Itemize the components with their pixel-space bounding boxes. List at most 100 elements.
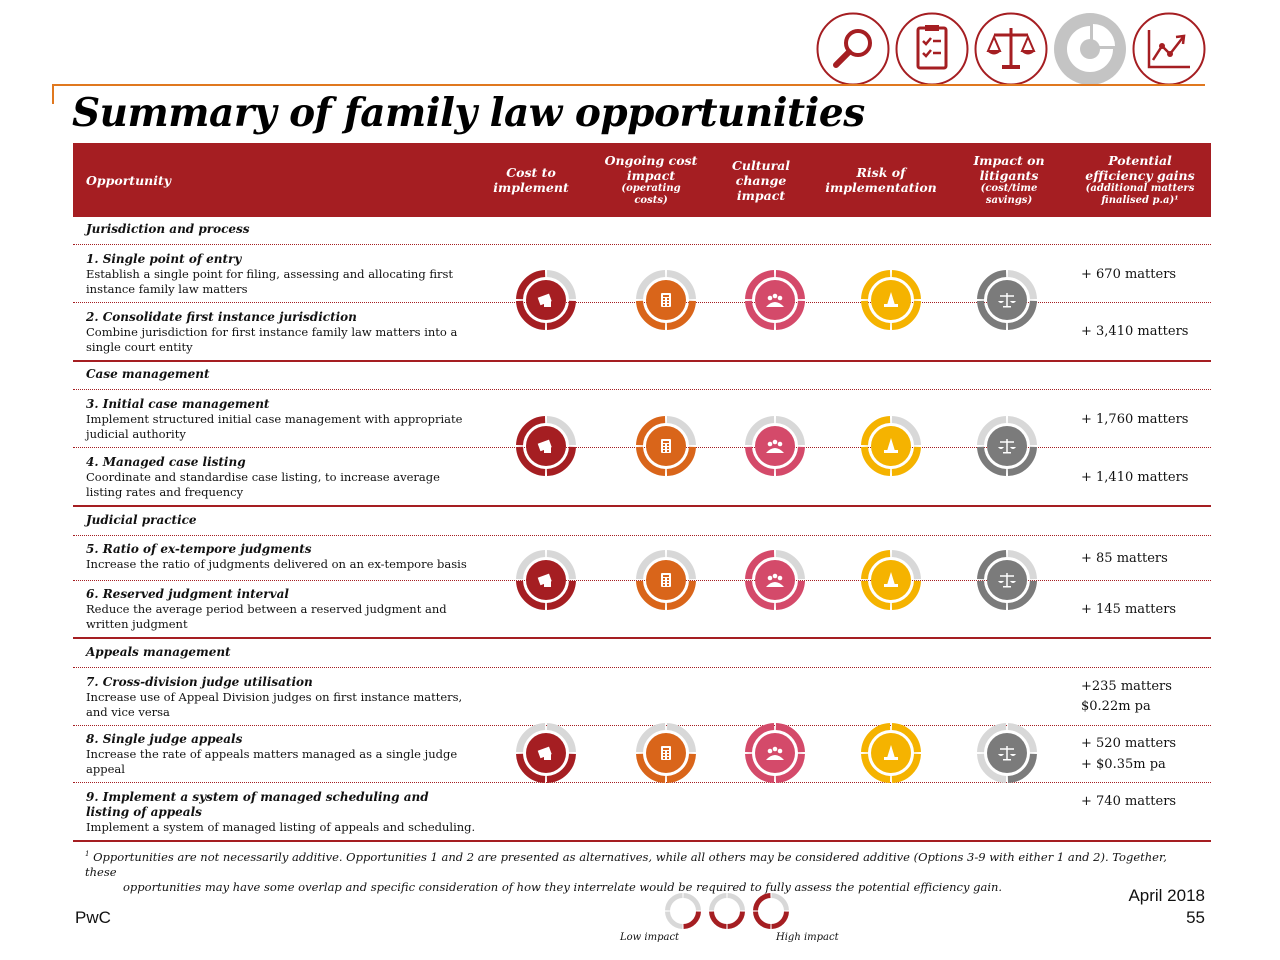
ring-segment-empty — [546, 723, 576, 753]
ring-segment-empty — [775, 416, 805, 446]
ring-segment-empty — [727, 893, 745, 911]
efficiency-gain: + 1,760 matters — [1081, 412, 1189, 427]
opportunity-title: 9. Implement a system of managed schedul… — [86, 790, 429, 819]
opportunity-title: 8. Single judge appeals — [86, 732, 243, 746]
row-divider — [73, 782, 1211, 783]
efficiency-gain: + 85 matters — [1081, 551, 1168, 566]
ring-segment-filled — [1007, 446, 1037, 476]
ring-segment-filled — [636, 753, 666, 783]
legend-ring-medium — [708, 892, 746, 930]
ring-segment-empty — [666, 550, 696, 580]
line-chart-icon[interactable] — [1132, 12, 1206, 86]
row-divider — [73, 389, 1211, 390]
ring-segment-empty — [683, 893, 701, 911]
ring-segment-filled — [861, 580, 891, 610]
section-nav-icons — [816, 12, 1208, 86]
ring-segment-empty — [1007, 416, 1037, 446]
rating-ring-cost — [515, 269, 577, 331]
rating-ring-litigants — [976, 269, 1038, 331]
header-risk: Risk of implementation — [825, 165, 937, 195]
ring-segment-filled — [636, 580, 666, 610]
efficiency-gain: + 740 matters — [1081, 794, 1177, 809]
efficiency-gain: + 520 matters — [1081, 736, 1177, 751]
efficiency-gain-cost: $0.22m pa — [1081, 699, 1151, 714]
ring-segment-filled — [891, 446, 921, 476]
opportunity-desc: Establish a single point for filing, ass… — [86, 267, 454, 296]
opportunity-desc: Implement a system of managed listing of… — [86, 820, 476, 834]
ring-segment-filled — [727, 911, 745, 929]
ring-segment-filled — [861, 270, 891, 300]
ongoing-glyph — [661, 573, 671, 587]
opportunities-table: Opportunity Cost to implement Ongoing cos… — [73, 143, 1211, 842]
ring-segment-empty — [977, 753, 1007, 783]
efficiency-gain: +235 matters — [1081, 679, 1172, 694]
cost-glyph — [537, 746, 552, 760]
ring-segment-empty — [1007, 550, 1037, 580]
opportunity-title: 7. Cross-division judge utilisation — [86, 675, 313, 689]
ring-segment-filled — [546, 300, 576, 330]
row-divider — [73, 580, 1211, 581]
header-rule-tick — [52, 84, 54, 104]
rating-ring-cost — [515, 415, 577, 477]
opportunity-title: 3. Initial case management — [86, 397, 270, 411]
ring-segment-filled — [861, 723, 891, 753]
ring-segment-filled — [709, 911, 727, 929]
ring-segment-empty — [636, 270, 666, 300]
ring-segment-empty — [666, 723, 696, 753]
ring-segment-filled — [546, 753, 576, 783]
ring-segment-filled — [636, 416, 666, 446]
header-opportunity: Opportunity — [86, 172, 172, 188]
section-label: Appeals management — [86, 645, 231, 659]
ring-segment-filled — [745, 580, 775, 610]
ring-segment-filled — [891, 300, 921, 330]
section-divider — [73, 360, 1211, 362]
rating-ring-cultural — [744, 722, 806, 784]
footnote-line-2: opportunities may have some overlap and … — [123, 879, 1003, 894]
ring-segment-empty — [665, 893, 683, 911]
cultural-glyph — [766, 439, 784, 453]
page-number: 55 — [1186, 908, 1205, 927]
ring-segment-filled — [683, 911, 701, 929]
header-rule — [52, 84, 1205, 86]
ring-segment-filled — [516, 580, 546, 610]
ring-segment-filled — [977, 580, 1007, 610]
ring-segment-empty — [636, 723, 666, 753]
footnote: 1 Opportunities are not necessarily addi… — [85, 847, 1185, 895]
magnifier-icon[interactable] — [816, 12, 890, 86]
ring-segment-filled — [977, 270, 1007, 300]
section-divider — [73, 840, 1211, 842]
ring-segment-filled — [753, 893, 771, 911]
ring-segment-filled — [745, 270, 775, 300]
ongoing-glyph — [661, 439, 671, 453]
scales-icon[interactable] — [974, 12, 1048, 86]
ring-segment-empty — [516, 723, 546, 753]
cost-glyph — [537, 293, 552, 307]
opportunity-desc: Combine jurisdiction for first instance … — [86, 325, 458, 354]
rating-ring-ongoing — [635, 549, 697, 611]
pie-chart-icon[interactable] — [1053, 12, 1127, 86]
clipboard-icon[interactable] — [895, 12, 969, 86]
ongoing-glyph — [661, 746, 671, 760]
row-divider — [73, 667, 1211, 668]
ring-segment-filled — [891, 753, 921, 783]
ring-segment-filled — [775, 580, 805, 610]
ring-segment-filled — [666, 300, 696, 330]
ring-segment-filled — [666, 753, 696, 783]
row-divider — [73, 535, 1211, 536]
footnote-marker: 1 — [85, 850, 90, 858]
ring-segment-empty — [1007, 270, 1037, 300]
header-litigants: Impact on litigants (cost/time savings) — [973, 152, 1045, 207]
ring-segment-filled — [745, 446, 775, 476]
ring-segment-filled — [861, 300, 891, 330]
row-divider — [73, 244, 1211, 245]
opportunity-title: 5. Ratio of ex-tempore judgments — [86, 542, 312, 556]
cultural-glyph — [766, 293, 784, 307]
risk-glyph — [884, 438, 898, 453]
cultural-icon — [755, 426, 795, 466]
ring-segment-empty — [709, 893, 727, 911]
opportunity-desc: Coordinate and standardise case listing,… — [86, 470, 440, 499]
ring-segment-empty — [666, 270, 696, 300]
opportunity-desc: Increase use of Appeal Division judges o… — [86, 690, 463, 719]
ring-segment-empty — [745, 416, 775, 446]
rating-ring-ongoing — [635, 269, 697, 331]
